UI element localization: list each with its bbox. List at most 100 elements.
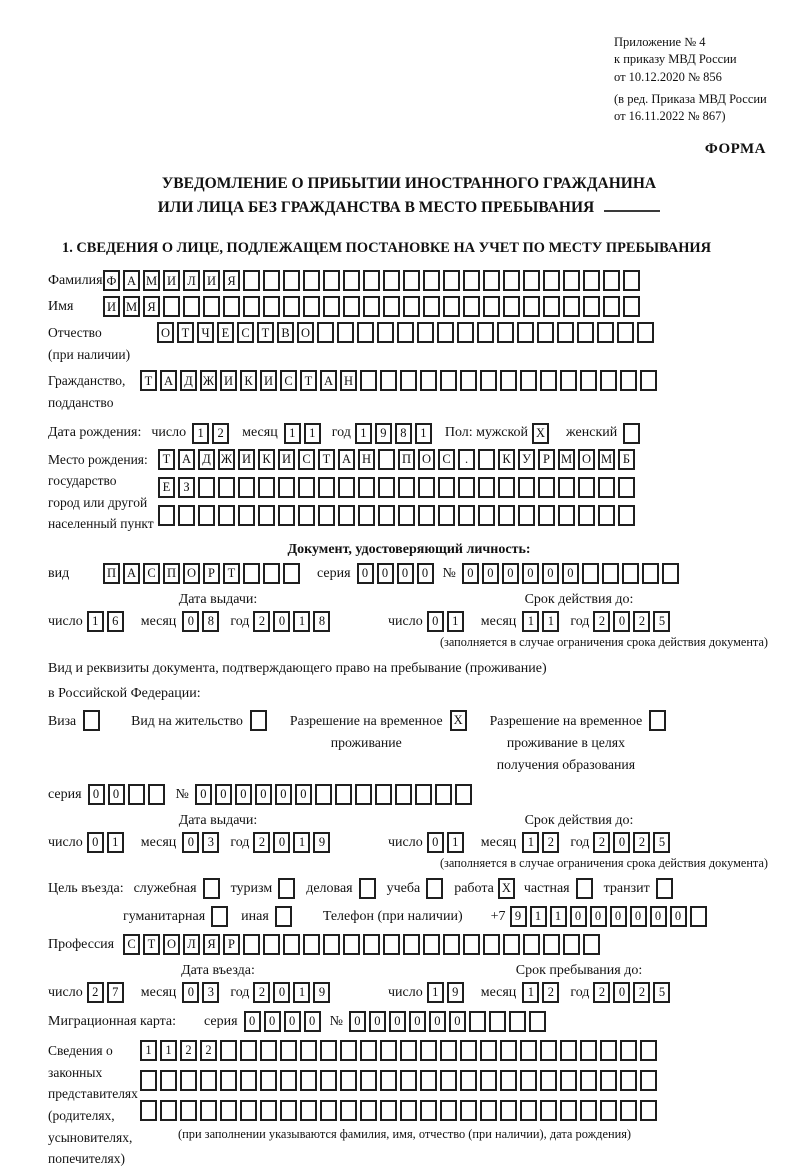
profession-char-box[interactable]: Т: [143, 934, 160, 956]
migration-series-box[interactable]: 0: [243, 1011, 261, 1033]
date-box[interactable]: 0: [273, 982, 291, 1004]
representative-char-box[interactable]: [580, 1100, 597, 1122]
representative-char-box[interactable]: [360, 1100, 377, 1122]
date-box[interactable]: 2: [542, 982, 560, 1004]
citizenship-char-box[interactable]: [360, 370, 377, 392]
representative-char-box[interactable]: [360, 1070, 377, 1092]
birth-place-char-box[interactable]: [578, 476, 595, 498]
citizenship-char-box[interactable]: [420, 370, 437, 392]
representative-char-box[interactable]: [500, 1040, 517, 1062]
representative-char-box[interactable]: [180, 1100, 197, 1122]
given-name-char-box[interactable]: [303, 296, 320, 318]
doc-number-box[interactable]: 0: [461, 563, 479, 585]
representative-char-box[interactable]: 2: [200, 1040, 217, 1062]
patronymic-char-box[interactable]: [417, 322, 434, 344]
birth-place-char-box[interactable]: [398, 476, 415, 498]
date-box[interactable]: 0: [273, 611, 291, 633]
migration-number-box[interactable]: 0: [428, 1011, 446, 1033]
birth-place-char-box[interactable]: А: [338, 448, 355, 470]
surname-char-box[interactable]: [243, 270, 260, 292]
birth-place-char-box[interactable]: [198, 504, 215, 526]
birth-place-char-box[interactable]: [238, 476, 255, 498]
surname-char-box[interactable]: Л: [183, 270, 200, 292]
date-box[interactable]: 0: [613, 982, 631, 1004]
birth-place-char-box[interactable]: [338, 476, 355, 498]
given-name-char-box[interactable]: [463, 296, 480, 318]
representative-char-box[interactable]: [280, 1040, 297, 1062]
patronymic-char-box[interactable]: [397, 322, 414, 344]
representative-char-box[interactable]: [320, 1100, 337, 1122]
representative-char-box[interactable]: [580, 1070, 597, 1092]
birth-place-char-box[interactable]: [378, 448, 395, 470]
phone-digit-box[interactable]: 9: [509, 906, 527, 928]
surname-char-box[interactable]: [603, 270, 620, 292]
doc-kind-char-box[interactable]: Т: [223, 563, 240, 585]
given-name-char-box[interactable]: [503, 296, 520, 318]
permit-series-box[interactable]: 0: [87, 784, 105, 806]
patronymic-char-box[interactable]: [537, 322, 554, 344]
citizenship-char-box[interactable]: [440, 370, 457, 392]
citizenship-char-box[interactable]: И: [260, 370, 277, 392]
permit-number-box[interactable]: [374, 784, 392, 806]
birth-place-char-box[interactable]: [418, 504, 435, 526]
profession-char-box[interactable]: [383, 934, 400, 956]
given-name-char-box[interactable]: [403, 296, 420, 318]
representative-char-box[interactable]: [560, 1100, 577, 1122]
date-box[interactable]: 0: [182, 832, 200, 854]
migration-number-box[interactable]: 0: [348, 1011, 366, 1033]
patronymic-char-box[interactable]: [477, 322, 494, 344]
birth-place-char-box[interactable]: [578, 504, 595, 526]
given-name-char-box[interactable]: [443, 296, 460, 318]
date-box[interactable]: 2: [253, 611, 271, 633]
surname-char-box[interactable]: [323, 270, 340, 292]
representative-char-box[interactable]: [420, 1100, 437, 1122]
representative-char-box[interactable]: [240, 1100, 257, 1122]
profession-char-box[interactable]: Л: [183, 934, 200, 956]
surname-char-box[interactable]: [483, 270, 500, 292]
permit-number-box[interactable]: [394, 784, 412, 806]
doc-kind-char-box[interactable]: О: [183, 563, 200, 585]
date-box[interactable]: 2: [593, 982, 611, 1004]
given-name-char-box[interactable]: [363, 296, 380, 318]
date-box[interactable]: 9: [313, 832, 331, 854]
profession-char-box[interactable]: С: [123, 934, 140, 956]
date-box[interactable]: 0: [613, 832, 631, 854]
representative-char-box[interactable]: [560, 1040, 577, 1062]
surname-char-box[interactable]: [563, 270, 580, 292]
birth-place-char-box[interactable]: З: [178, 476, 195, 498]
phone-digit-box[interactable]: 1: [549, 906, 567, 928]
citizenship-char-box[interactable]: [560, 370, 577, 392]
birth-year-box[interactable]: 9: [374, 422, 392, 444]
given-name-char-box[interactable]: [483, 296, 500, 318]
representative-char-box[interactable]: [520, 1100, 537, 1122]
representative-char-box[interactable]: [340, 1100, 357, 1122]
citizenship-char-box[interactable]: Д: [180, 370, 197, 392]
business-box[interactable]: [358, 878, 376, 900]
representative-char-box[interactable]: [380, 1100, 397, 1122]
birth-place-char-box[interactable]: [158, 504, 175, 526]
profession-char-box[interactable]: Р: [223, 934, 240, 956]
date-box[interactable]: 1: [293, 982, 311, 1004]
representative-char-box[interactable]: [620, 1070, 637, 1092]
date-box[interactable]: 1: [446, 611, 464, 633]
birth-place-char-box[interactable]: [438, 504, 455, 526]
birth-place-char-box[interactable]: С: [438, 448, 455, 470]
birth-place-char-box[interactable]: [478, 476, 495, 498]
date-box[interactable]: 0: [426, 611, 444, 633]
citizenship-char-box[interactable]: [380, 370, 397, 392]
surname-char-box[interactable]: [363, 270, 380, 292]
surname-char-box[interactable]: [463, 270, 480, 292]
surname-char-box[interactable]: [443, 270, 460, 292]
date-box[interactable]: 8: [313, 611, 331, 633]
representative-char-box[interactable]: [500, 1100, 517, 1122]
date-box[interactable]: 1: [293, 832, 311, 854]
date-box[interactable]: 2: [593, 611, 611, 633]
doc-number-box[interactable]: [601, 563, 619, 585]
profession-char-box[interactable]: [283, 934, 300, 956]
migration-series-box[interactable]: 0: [263, 1011, 281, 1033]
birth-place-char-box[interactable]: [418, 476, 435, 498]
birth-place-char-box[interactable]: М: [598, 448, 615, 470]
date-box[interactable]: 2: [633, 832, 651, 854]
surname-char-box[interactable]: [523, 270, 540, 292]
birth-place-char-box[interactable]: Т: [318, 448, 335, 470]
